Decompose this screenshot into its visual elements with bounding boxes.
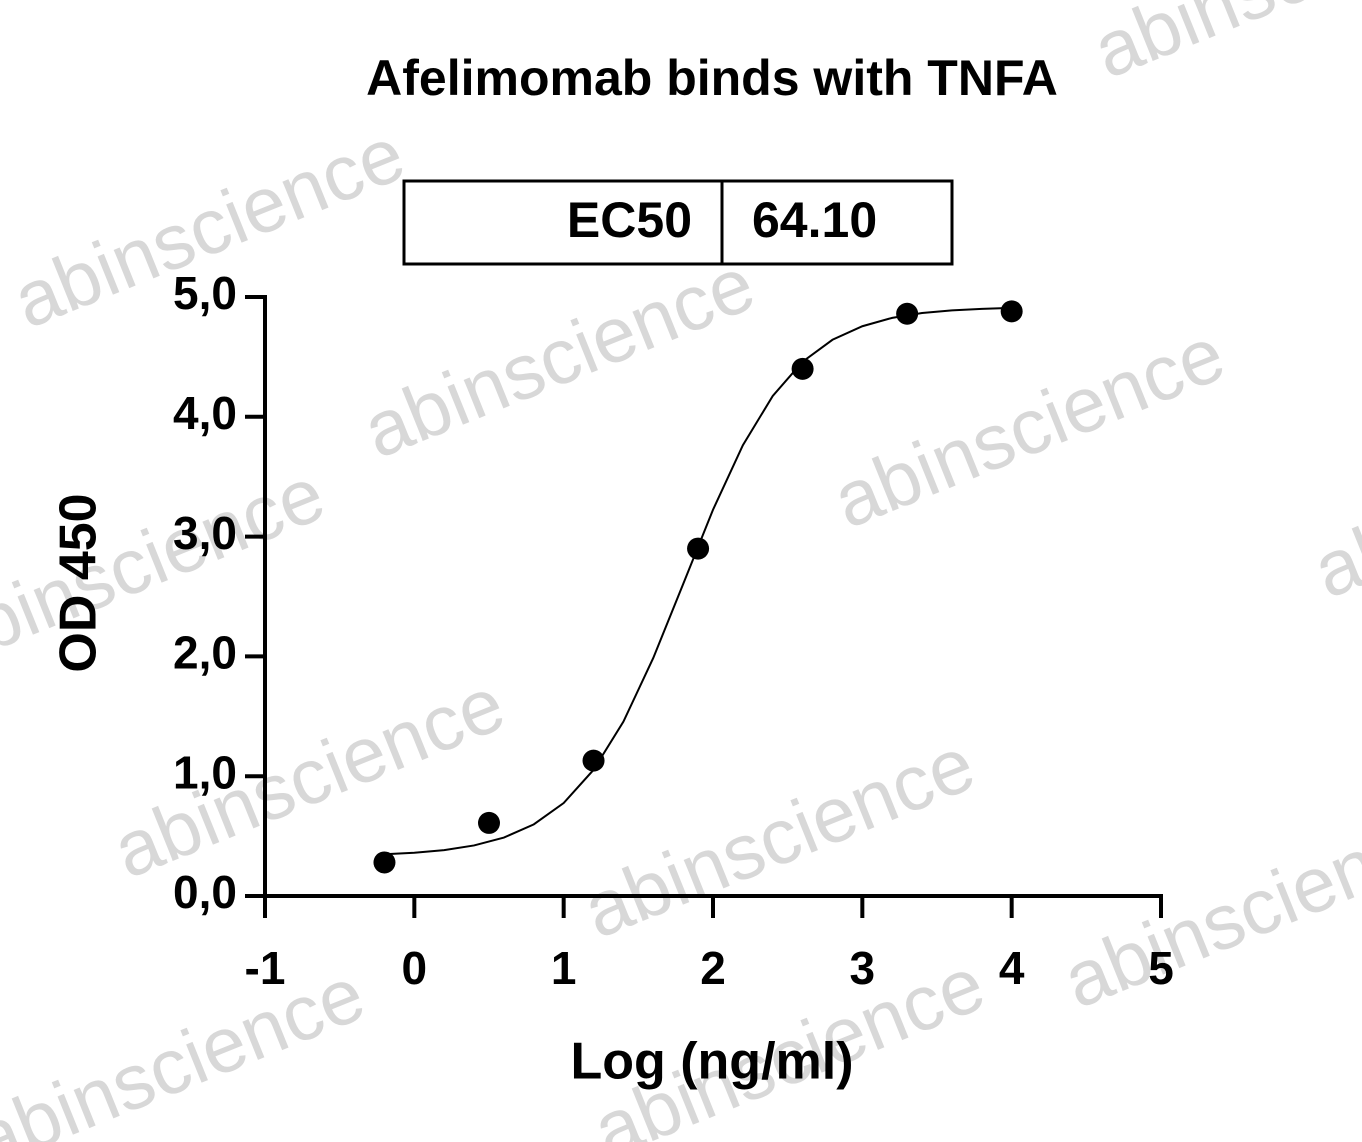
data-point bbox=[478, 811, 500, 834]
data-point bbox=[687, 537, 710, 560]
x-tick-label: 5 bbox=[1148, 942, 1174, 994]
watermark: abinscience bbox=[101, 659, 516, 895]
data-point bbox=[1000, 300, 1023, 323]
watermark: abinscience bbox=[0, 949, 376, 1142]
x-tick-label: 0 bbox=[402, 942, 428, 994]
x-tick-label: -1 bbox=[245, 942, 286, 994]
ec50-table bbox=[402, 179, 954, 266]
x-tick-label: 1 bbox=[551, 942, 577, 994]
y-tick-label: 0,0 bbox=[173, 866, 237, 918]
data-point bbox=[791, 357, 814, 380]
chart-title: Afelimomab binds with TNFA bbox=[366, 50, 1058, 106]
data-point bbox=[582, 749, 605, 772]
y-tick-label: 3,0 bbox=[173, 507, 237, 559]
y-tick-label: 4,0 bbox=[173, 387, 237, 439]
data-point bbox=[373, 851, 396, 874]
x-tick-label: 3 bbox=[850, 942, 876, 994]
x-axis-label: Log (ng/ml) bbox=[570, 1033, 853, 1091]
data-point bbox=[896, 302, 919, 325]
y-axis-label: OD 450 bbox=[50, 493, 108, 672]
ec50-value: 64.10 bbox=[752, 192, 877, 248]
ec50-label: EC50 bbox=[567, 192, 692, 248]
watermark: abinscience bbox=[1081, 0, 1362, 95]
x-tick-label: 2 bbox=[700, 942, 726, 994]
x-tick-label: 4 bbox=[999, 942, 1025, 994]
y-tick-label: 1,0 bbox=[173, 746, 237, 798]
watermark: abinscience bbox=[1301, 379, 1362, 615]
watermark: abinscience bbox=[1051, 789, 1362, 1025]
y-tick-label: 5,0 bbox=[173, 267, 237, 319]
y-tick-label: 2,0 bbox=[173, 627, 237, 679]
watermark: abinscience bbox=[821, 309, 1236, 545]
watermark: abinscience bbox=[351, 239, 766, 475]
watermark: abinscience bbox=[571, 719, 986, 955]
